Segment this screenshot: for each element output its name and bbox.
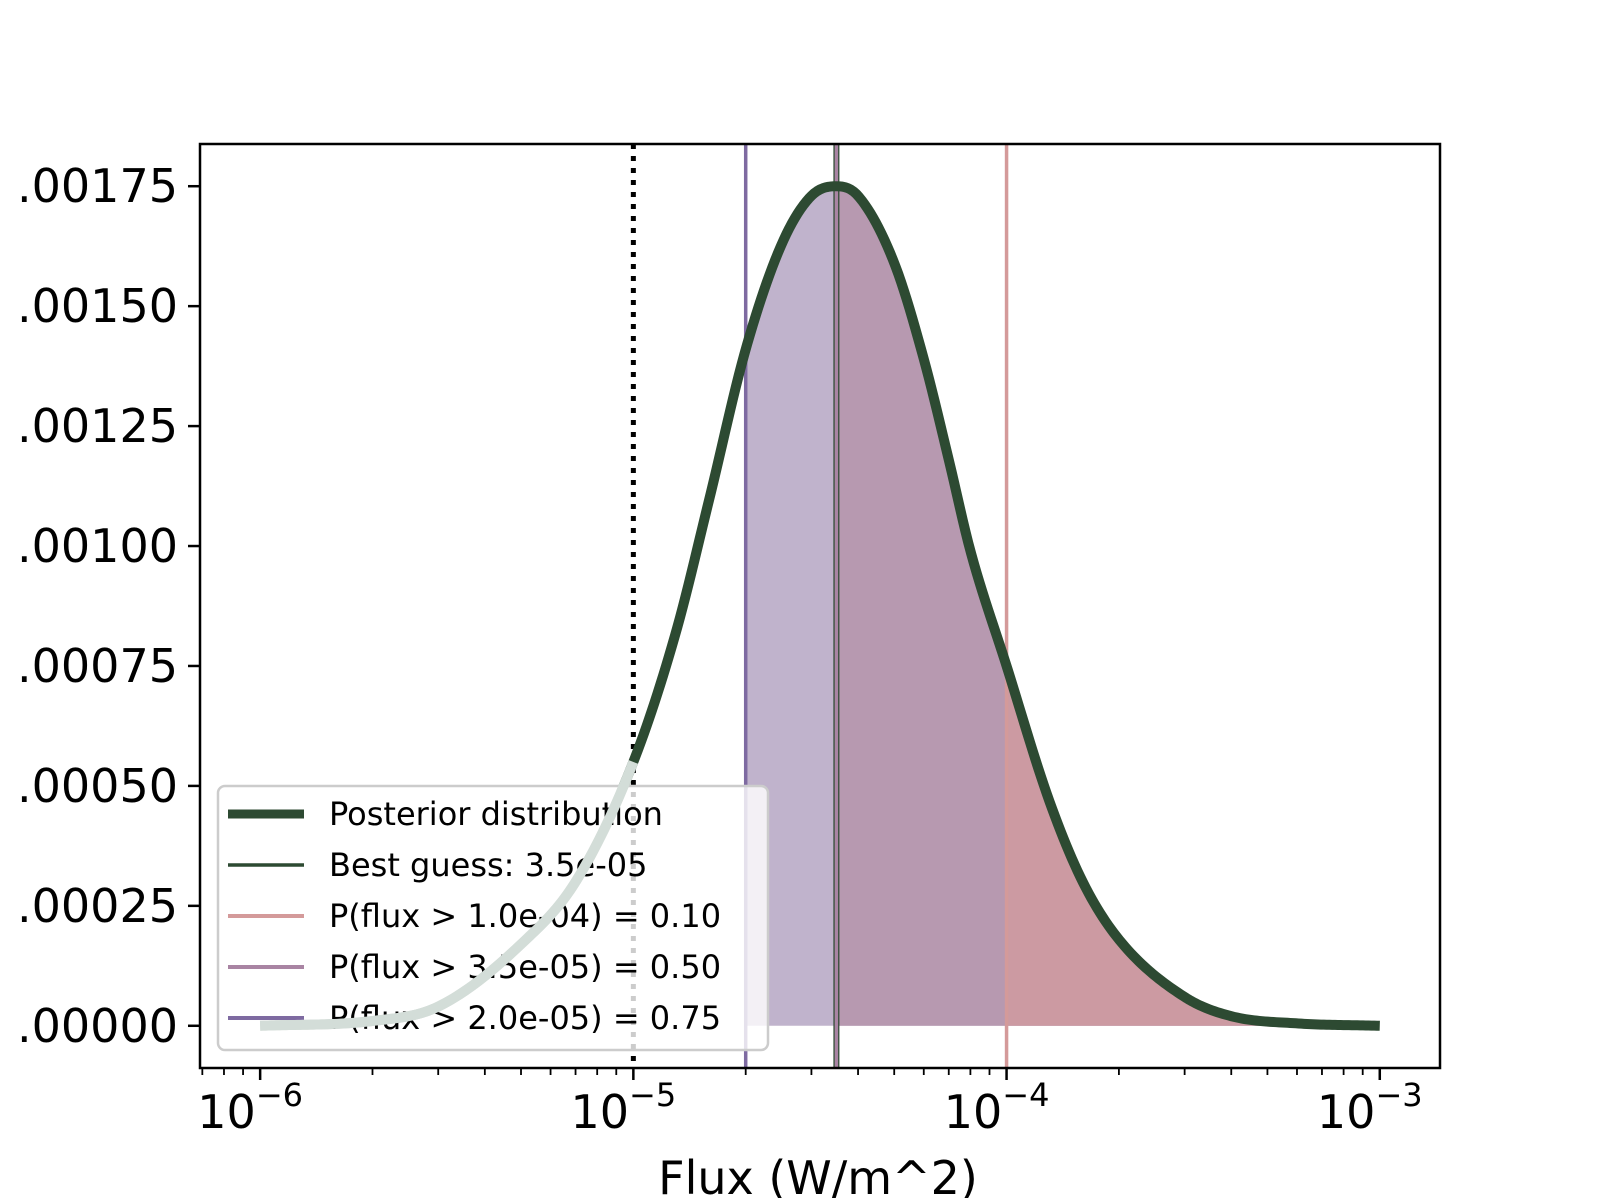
legend-label-4: P(flux > 3.5e-05) = 0.50 [329, 948, 721, 986]
y-tick-label-2: .00050 [17, 759, 178, 813]
shaded-region-2 [836, 186, 1380, 1026]
y-tick-label-5: .00125 [17, 399, 178, 453]
y-tick-label-7: .00175 [17, 159, 178, 213]
y-tick-label-1: .00025 [17, 879, 178, 933]
x-tick-label-2: 10−4 [944, 1076, 1050, 1139]
x-tick-label-1: 10−5 [570, 1076, 676, 1139]
legend-label-2: Best guess: 3.5e-05 [329, 846, 647, 884]
y-tick-label-6: .00150 [17, 279, 178, 333]
legend-label-3: P(flux > 1.0e-04) = 0.10 [329, 897, 721, 935]
x-axis-label: Flux (W/m^2) [658, 1151, 978, 1198]
y-tick-label-4: .00100 [17, 519, 178, 573]
y-tick-label-0: .00000 [17, 999, 178, 1053]
axes: .00000 .00025 .00050 .00075 .00100 .00125 .001… [17, 142, 1442, 1139]
y-tick-label-3: .00075 [17, 639, 178, 693]
x-tick-label-3: 10−3 [1317, 1076, 1423, 1139]
axes-frame [198, 142, 1442, 1070]
legend-box [216, 784, 770, 1052]
shaded-region-3 [1006, 665, 1380, 1026]
x-tick-label-0: 10−6 [197, 1076, 303, 1139]
low-flux-curve-segment [257, 760, 639, 1031]
